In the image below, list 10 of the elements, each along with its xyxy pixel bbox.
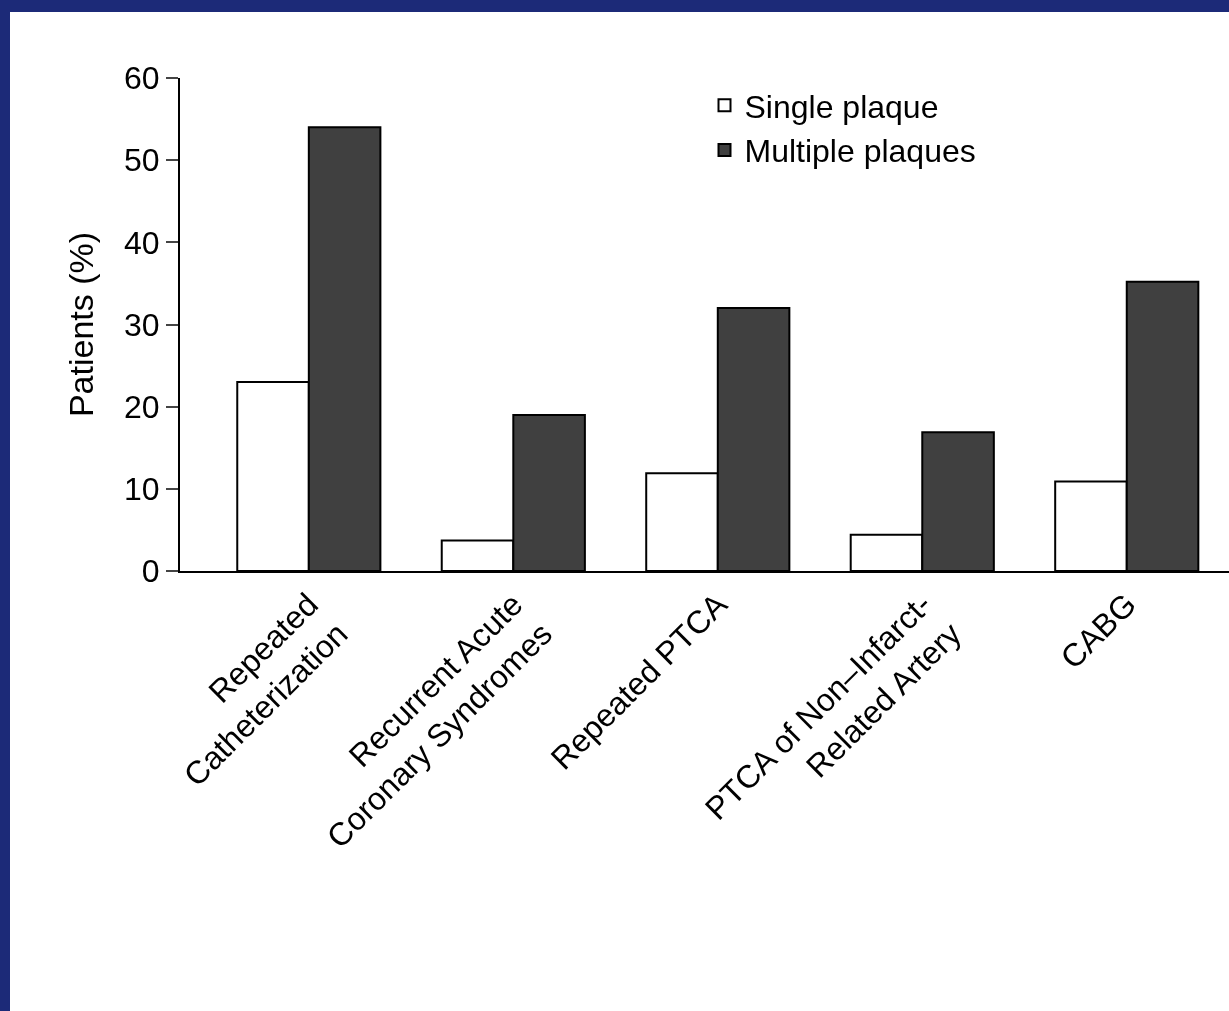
y-tick-label: 40 xyxy=(124,224,160,261)
y-tick-label: 0 xyxy=(141,553,160,590)
y-axis-title: Patients (%) xyxy=(62,231,101,418)
y-tick-label: 50 xyxy=(124,142,160,179)
y-tick-label: 30 xyxy=(124,306,160,343)
y-tick-label: 60 xyxy=(124,60,160,97)
legend-label: Single plaque xyxy=(744,88,939,125)
legend-label: Multiple plaques xyxy=(744,133,976,170)
y-tick-label: 20 xyxy=(124,388,160,425)
y-tick-label: 10 xyxy=(124,471,160,508)
